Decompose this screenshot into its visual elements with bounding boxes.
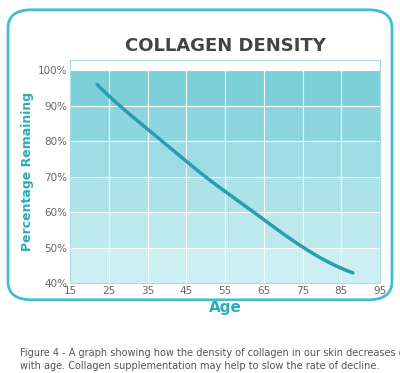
Bar (70, 248, 380, 283)
Bar (70, 70, 380, 106)
Bar (70, 106, 380, 141)
Text: Figure 4 - A graph showing how the density of collagen in our skin decreases gra: Figure 4 - A graph showing how the densi… (20, 348, 400, 371)
Bar (70, 213, 380, 248)
X-axis label: Age: Age (208, 300, 242, 316)
Bar (70, 177, 380, 213)
Bar (70, 141, 380, 177)
Title: COLLAGEN DENSITY: COLLAGEN DENSITY (124, 37, 326, 55)
Y-axis label: Percentage Remaining: Percentage Remaining (20, 92, 34, 251)
